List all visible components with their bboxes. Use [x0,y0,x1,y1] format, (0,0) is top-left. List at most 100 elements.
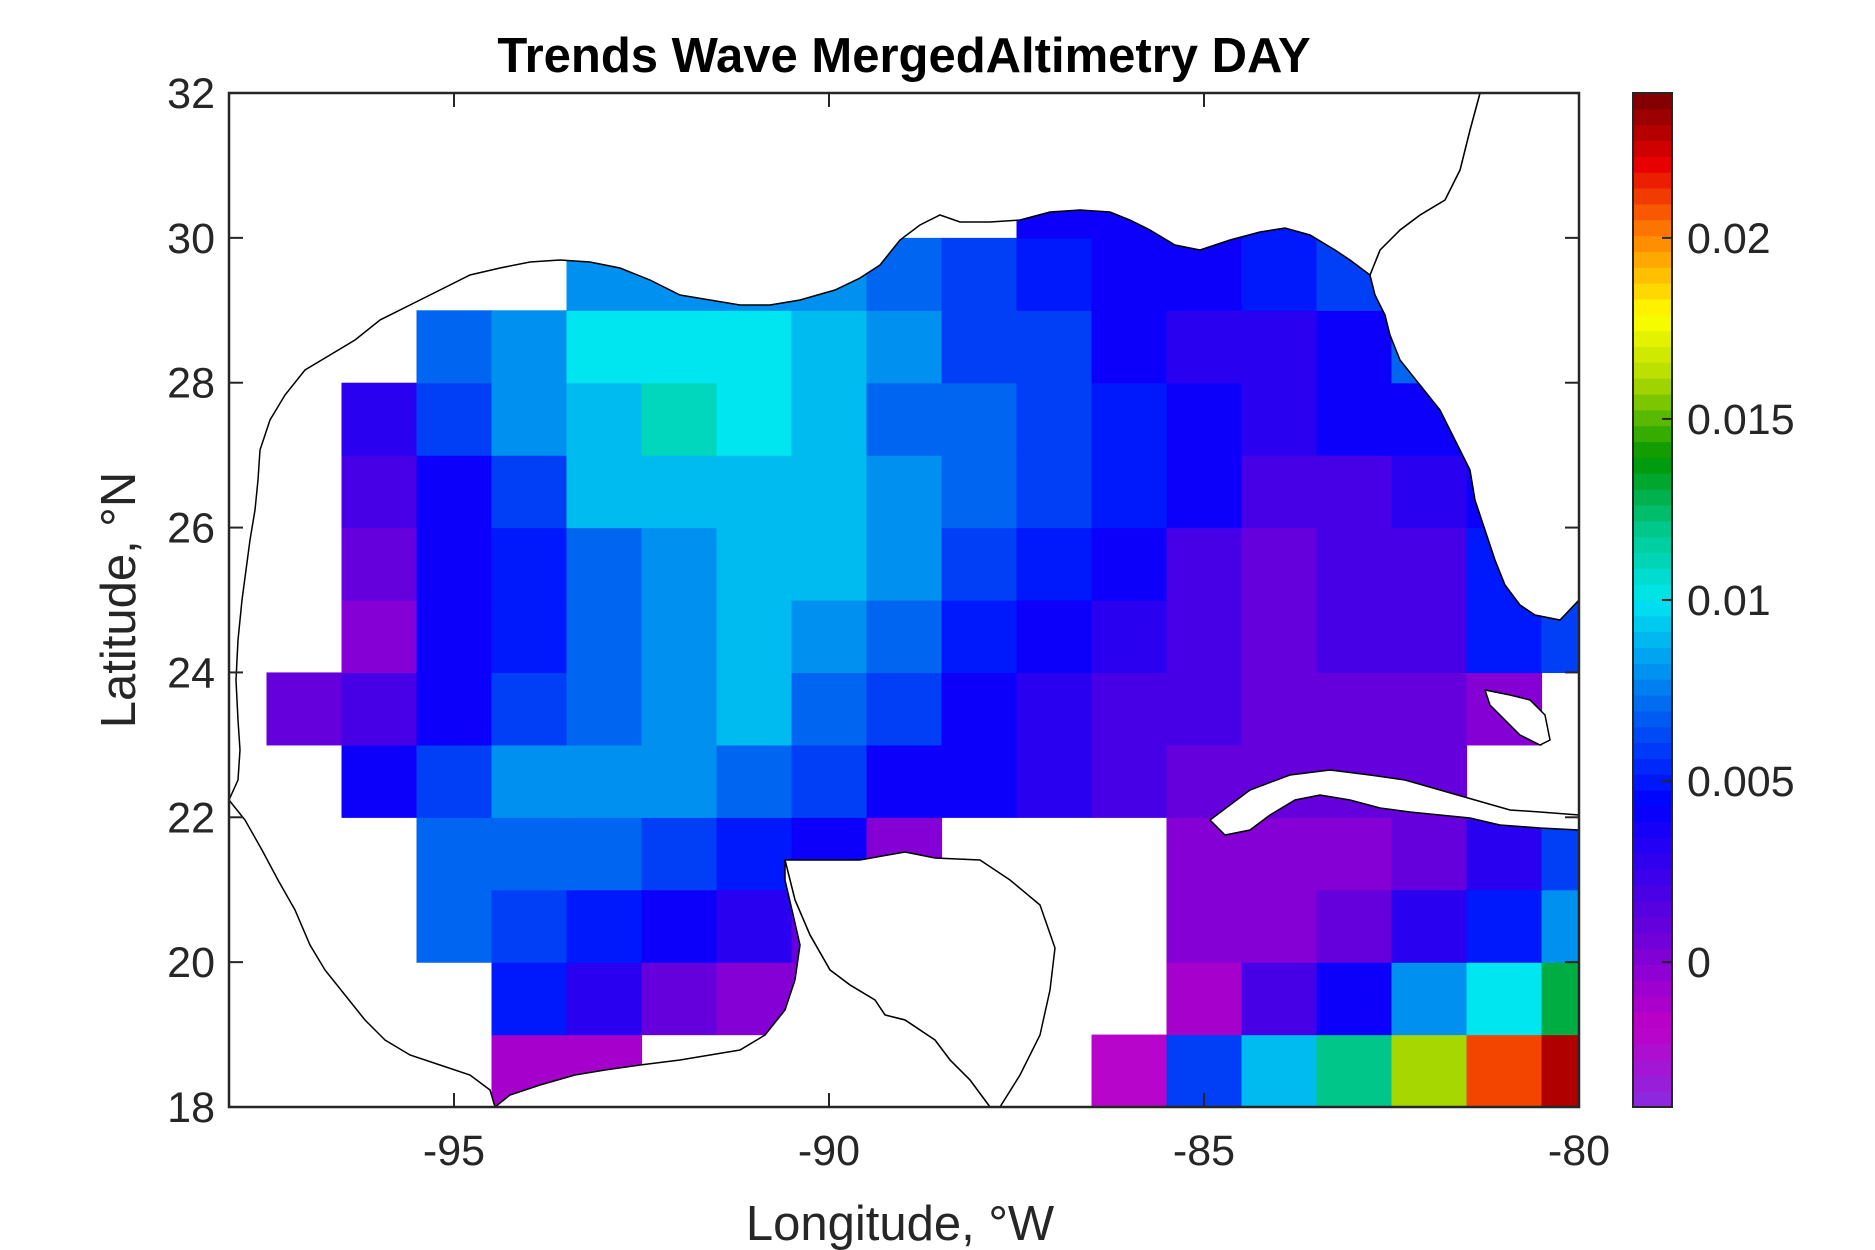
heatmap-cell [941,672,1018,746]
colorbar-band [1633,298,1672,316]
heatmap-cell [1091,382,1168,456]
colorbar-tick-label: 0 [1687,939,1711,987]
colorbar-ticks: 0 0.005 0.01 0.015 0.02 [1662,215,1795,987]
y-ticks: 18 20 22 24 26 28 30 32 [167,70,1579,1132]
heatmap-cell [1391,817,1468,891]
mexico-west-land [229,798,496,1107]
heatmap-cell [716,455,793,529]
heatmap-cell [1241,382,1318,456]
heatmap-cell [1391,600,1468,674]
heatmap-cell [566,527,643,601]
colorbar-band [1633,425,1672,443]
heatmap-cell [416,600,493,674]
colorbar-band [1633,790,1672,807]
colorbar-band [1633,679,1672,696]
heatmap-cell [1166,889,1243,963]
colorbar-band [1633,378,1672,395]
plot-frame [227,91,1581,1109]
colorbar-band [1633,647,1672,664]
colorbar-band [1633,1091,1672,1108]
colorbar-band [1633,916,1672,934]
heatmap-cell [1091,672,1168,746]
colorbar-band [1633,520,1672,538]
heatmap-cell [791,455,868,529]
heatmap-cell [1316,600,1393,674]
colorbar-band [1633,837,1672,854]
heatmap-cell [941,382,1018,456]
colorbar: 0 0.005 0.01 0.015 0.02 [1632,92,1795,1108]
heatmap-cell [1466,962,1543,1036]
heatmap-cell [566,600,643,674]
heatmap-cell [1391,455,1468,529]
x-ticks: -95 -90 -85 -80 [423,93,1610,1175]
colorbar-band [1633,108,1672,126]
colorbar-band [1633,631,1672,649]
colorbar-band [1633,774,1672,791]
heatmap-cell [941,527,1018,601]
colorbar-band [1633,805,1672,823]
heatmap-cell [416,672,493,746]
heatmap-cell [1166,382,1243,456]
heatmap-cell [1541,889,1579,963]
heatmap-cell [866,382,943,456]
y-tick-label: 26 [167,505,215,553]
heatmap-cell [1391,889,1468,963]
heatmap-cell [1241,1034,1318,1107]
heatmap-cell [1091,527,1168,601]
heatmap-cell [416,527,493,601]
colorbar-band [1633,267,1672,284]
heatmap-cell [1316,889,1393,963]
colorbar-band [1633,473,1672,490]
heatmap-cell [716,382,793,456]
colorbar-band [1633,695,1672,712]
colorbar-band [1633,1011,1672,1029]
heatmap-cell [566,672,643,746]
colorbar-band [1633,1043,1672,1060]
heatmap-cell [941,744,1018,818]
colorbar-band [1633,140,1672,157]
heatmap-cell [1316,962,1393,1036]
colorbar-band [1633,996,1672,1013]
heatmap-cell [1241,817,1318,891]
land-masks [229,93,1579,1107]
colorbar-band [1633,457,1672,474]
heatmap-cell [716,600,793,674]
heatmap-cell [866,672,943,746]
heatmap-cell [491,817,568,891]
heatmap-cell [1466,817,1543,891]
colorbar-tick-label: 0.005 [1687,758,1795,806]
heatmap-cell [1316,817,1393,891]
heatmap-cell [1091,237,1168,311]
heatmap-cell [491,600,568,674]
colorbar-gradient [1633,93,1672,1108]
heatmap-cells [266,93,1579,1107]
heatmap-cell [641,744,718,818]
colorbar-band [1633,172,1672,189]
colorbar-band [1633,853,1672,870]
colorbar-band [1633,663,1672,680]
heatmap-cell [491,455,568,529]
plot-area: -95 -90 -85 -80 18 20 22 24 26 28 30 32 [167,70,1610,1175]
heatmap-cell [1241,962,1318,1036]
heatmap-cell [1241,889,1318,963]
heatmap-cell [641,962,718,1036]
bahamas-land [1483,689,1551,746]
heatmap-cell [491,527,568,601]
colorbar-band [1633,568,1672,585]
heatmap-cell [1091,1034,1168,1107]
heatmap-cell [1241,310,1318,384]
colorbar-band [1633,901,1672,918]
heatmap-cell [491,962,568,1036]
heatmap-cell [641,889,718,963]
heatmap-cell [791,744,868,818]
colorbar-band [1633,362,1672,379]
x-axis-label: Longitude, °W [746,1197,1055,1250]
heatmap-cell [566,455,643,529]
heatmap-cell [1241,672,1318,746]
x-tick-label: -95 [423,1127,485,1175]
heatmap-cell [641,455,718,529]
heatmap-cell [1316,455,1393,529]
colorbar-band [1633,964,1672,981]
mexico-south-land [493,859,991,1107]
